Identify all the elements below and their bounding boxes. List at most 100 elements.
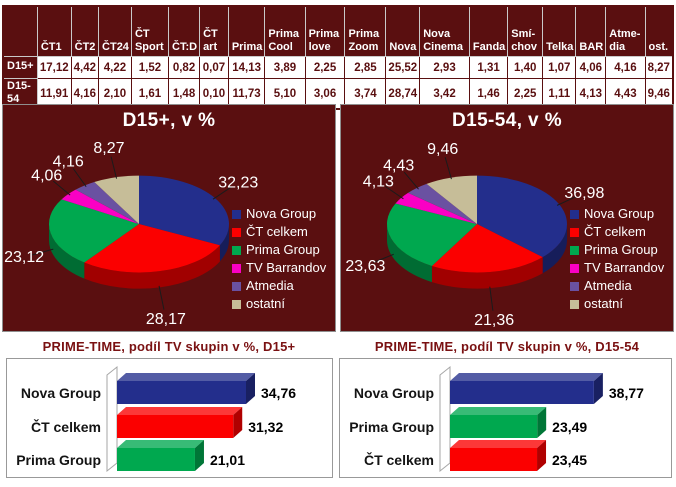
bar-value-label: 23,49 [552,419,587,435]
pie-slice [84,224,220,273]
legend-item: ostatní [570,297,664,311]
legend-swatch-icon [570,299,579,309]
legend-swatch-icon [232,263,241,273]
pie-slice-side [387,224,432,283]
bar-3d-wall [106,365,118,473]
pie-label-leader [32,248,54,256]
legend-item: ostatní [232,297,326,311]
pie-value-label: 28,17 [146,310,186,328]
pie-chart-d15plus: 32,23 28,17 23,12 4,064,16 8,27 [4,139,258,328]
legend-label: TV Barrandov [584,260,665,275]
pie-value-label: 23,63 [345,257,385,275]
legend-item: TV Barrandov [570,261,664,275]
bar-side-face [194,440,204,471]
legend-label: Prima Group [584,242,658,257]
pie-slice [61,189,139,225]
bar-value-label: 38,77 [609,385,644,401]
share-value-cell: 1,40 [507,56,544,79]
bar [450,381,594,404]
pie-panel-d15plus: D15+, v % 32,23 28,17 23,12 4,06 4,16 8,27 No… [2,104,336,332]
legend-item: Prima Group [570,243,664,257]
legend-swatch-icon [570,209,579,219]
pie-slice [387,203,477,266]
bar-top-face [450,373,603,381]
column-header: ČT art [199,5,229,57]
bar-top-face [450,440,547,448]
legend-label: ČT celkem [246,224,308,239]
bar-title-d15-54: PRIME-TIME, podíl TV skupin v %, D15-54 [374,339,640,354]
column-header: ČT2 [70,5,100,57]
column-header: Fanda [468,5,509,57]
bar-category-label: Prima Group [349,419,434,435]
share-value-cell: 0,07 [199,56,229,79]
pie-value-label: 23,12 [4,248,44,266]
bar-title-d15plus: PRIME-TIME, podíl TV skupin v %, D15+ [42,339,296,354]
column-header: Smí-chov [507,5,544,57]
pie-chart-row: D15+, v % 32,23 28,17 23,12 4,06 4,16 8,27 No… [2,104,674,332]
pie-label-leader [403,171,419,190]
pie-label-leader [385,186,404,200]
pie-slice [139,175,230,246]
legend-swatch-icon [570,227,579,237]
legend-item: ČT celkem [232,225,326,239]
legend-label: TV Barrandov [246,260,327,275]
pie-slice [431,224,543,273]
share-value-cell: 3,89 [264,56,306,79]
bar-top-face [117,373,255,381]
bar-side-face [593,373,603,404]
legend-label: Prima Group [246,242,320,257]
legend-item: ČT celkem [570,225,664,239]
legend-label: ostatní [584,296,624,311]
column-header: ČT:D [167,5,201,57]
pie-slice [426,175,477,225]
column-header: ČT24 [98,5,132,57]
share-value-cell: 4,06 [575,56,607,79]
pie-label-leader [158,285,165,310]
share-value-cell: 4,22 [98,56,132,79]
pie-value-label: 4,13 [363,173,394,191]
table-header: ČT1 ČT2 ČT24 ČT Sport ČT:D ČT art Prima Prima C… [2,5,674,57]
pie-value-label: 4,06 [31,167,62,185]
legend-label: ostatní [246,296,286,311]
column-header: Atme-dia [605,5,646,57]
bar-chart-titles: PRIME-TIME, podíl TV skupin v %, D15+ PR… [0,339,676,354]
pie-chart-d15-54: 36,98 21,36 23,63 4,134,43 9,46 [345,140,604,329]
share-value-cell: 8,27 [644,56,674,79]
share-value-cell: 2,93 [419,56,470,79]
share-value-cell: 4,16 [605,56,646,79]
pie-value-label: 9,46 [427,140,458,158]
pie-slice [75,182,139,225]
legend-label: ČT celkem [584,224,646,239]
legend-item: Atmedia [570,279,664,293]
pie-label-leader [110,156,118,179]
bar [117,448,195,471]
bar-side-face [233,407,243,438]
pie-slice-side [431,257,543,289]
bar-category-label: Nova Group [21,385,101,401]
bar-panel-d15plus: 34,76 Nova Group 31,32 ČT celkem 21,01 Prima … [6,358,333,478]
row-header: D15+ [2,56,38,79]
pie-slice [94,175,139,225]
bar [450,415,538,438]
pie-slice-side [49,224,85,279]
bar-side-face [537,440,547,471]
legend-swatch-icon [570,281,579,291]
bar [117,415,234,438]
share-value-cell: 2,25 [304,56,346,79]
bar-category-label: ČT celkem [31,418,101,435]
pie-title-d15-54: D15-54, v % [451,110,562,131]
pie-legend-d15-54: Nova Group ČT celkem Prima Group TV Barrand… [570,207,664,311]
legend-swatch-icon [570,245,579,255]
pie-slice-side [542,224,567,274]
column-header: Prima love [304,5,346,57]
bar [450,448,538,471]
column-header: ČT Sport [130,5,170,57]
pie-slice [477,175,567,258]
bar-value-label: 21,01 [210,452,245,468]
share-value-cell: 25,52 [385,56,421,79]
legend-swatch-icon [232,299,241,309]
legend-swatch-icon [232,245,241,255]
bar-category-label: Prima Group [16,452,101,468]
legend-item: Nova Group [232,207,326,221]
legend-swatch-icon [232,281,241,291]
